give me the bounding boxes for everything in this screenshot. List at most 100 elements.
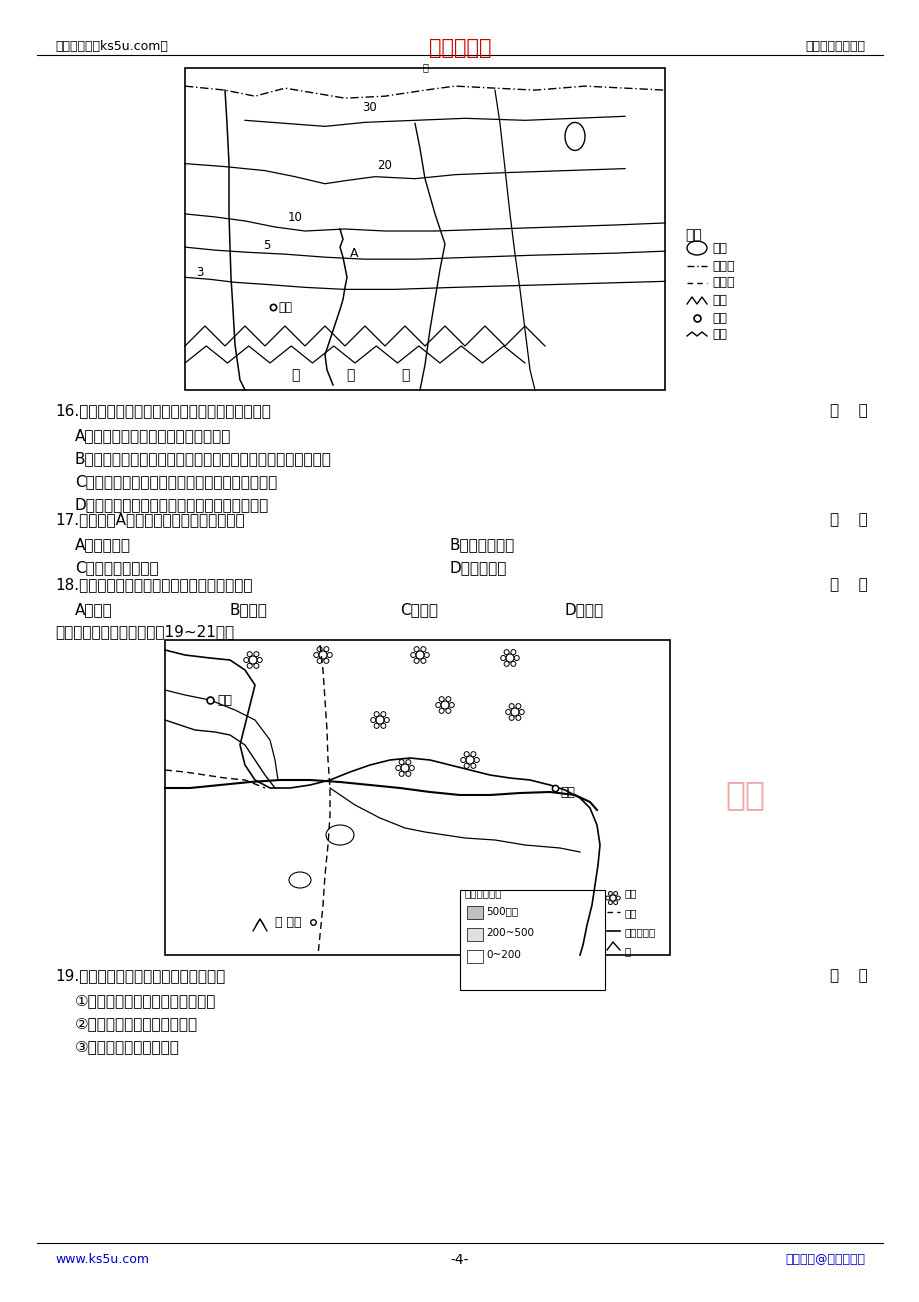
Circle shape <box>313 652 318 658</box>
Circle shape <box>399 759 403 764</box>
Circle shape <box>613 892 617 896</box>
Text: 高考资源网: 高考资源网 <box>428 38 491 59</box>
Text: 山脉: 山脉 <box>711 294 726 307</box>
Text: A．水源: A．水源 <box>75 602 113 617</box>
Text: 省界线: 省界线 <box>711 276 733 289</box>
Text: ③河网密度大，排灌方便: ③河网密度大，排灌方便 <box>75 1039 180 1055</box>
Circle shape <box>376 716 383 724</box>
Text: C．地形: C．地形 <box>400 602 437 617</box>
Bar <box>185 68 664 391</box>
Text: 500以上: 500以上 <box>485 906 517 917</box>
Circle shape <box>510 708 518 716</box>
Circle shape <box>323 647 328 652</box>
Circle shape <box>438 697 444 702</box>
Circle shape <box>463 763 469 768</box>
Circle shape <box>613 901 617 905</box>
Text: ①地处亚热带地区，太阳辐射较强: ①地处亚热带地区，太阳辐射较强 <box>75 993 216 1008</box>
Circle shape <box>505 710 510 715</box>
Text: （    ）: （ ） <box>829 404 867 418</box>
Circle shape <box>405 759 411 764</box>
Circle shape <box>384 717 389 723</box>
Circle shape <box>500 655 505 660</box>
Circle shape <box>254 651 258 656</box>
Circle shape <box>518 710 524 715</box>
Circle shape <box>257 658 262 663</box>
Text: 读我国某区域示意图，回答19~21题。: 读我国某区域示意图，回答19~21题。 <box>55 624 233 639</box>
Circle shape <box>380 724 385 728</box>
Text: C．受附近河流影响，河流水量自西南向东北减少: C．受附近河流影响，河流水量自西南向东北减少 <box>75 474 277 490</box>
Circle shape <box>446 708 450 713</box>
Circle shape <box>516 715 520 720</box>
Text: 5: 5 <box>263 240 270 253</box>
Circle shape <box>319 651 326 659</box>
Circle shape <box>370 717 375 723</box>
Circle shape <box>510 650 516 655</box>
Text: B．河流流量大: B．河流流量大 <box>449 536 515 552</box>
Text: 太湖: 太湖 <box>724 779 765 811</box>
Text: 酒泉: 酒泉 <box>278 301 291 314</box>
Text: （    ）: （ ） <box>829 577 867 592</box>
Text: -4-: -4- <box>450 1253 469 1267</box>
Bar <box>467 950 482 963</box>
Text: （    ）: （ ） <box>829 512 867 527</box>
Text: 30: 30 <box>362 102 377 115</box>
Circle shape <box>317 647 322 652</box>
Bar <box>467 906 482 919</box>
Circle shape <box>327 652 332 658</box>
Text: B．受地形影响，气流遇祁连山抬升，靠近祁连山的地区降水多: B．受地形影响，气流遇祁连山抬升，靠近祁连山的地区降水多 <box>75 450 332 466</box>
Circle shape <box>420 659 425 663</box>
Circle shape <box>505 654 514 661</box>
Text: 南京: 南京 <box>217 694 232 707</box>
Circle shape <box>415 651 424 659</box>
Text: B．热量: B．热量 <box>230 602 267 617</box>
Circle shape <box>317 659 322 663</box>
Text: 棉花: 棉花 <box>624 888 637 898</box>
Text: 您身边的高考专家: 您身边的高考专家 <box>804 40 864 53</box>
Text: 10: 10 <box>288 211 302 224</box>
Ellipse shape <box>564 122 584 151</box>
Bar <box>467 928 482 941</box>
Text: 200~500: 200~500 <box>485 928 533 937</box>
Ellipse shape <box>686 241 706 255</box>
Text: 18.影响祁连山地区农业发展的主导区位因素是: 18.影响祁连山地区农业发展的主导区位因素是 <box>55 577 252 592</box>
Circle shape <box>473 758 479 763</box>
Circle shape <box>254 663 258 668</box>
Ellipse shape <box>325 825 354 845</box>
Circle shape <box>395 766 401 771</box>
Text: 祁: 祁 <box>290 368 299 381</box>
Text: D．光照: D．光照 <box>564 602 604 617</box>
Circle shape <box>414 659 419 663</box>
Text: D．无结冰期: D．无结冰期 <box>449 560 506 575</box>
Text: 运河: 运河 <box>624 907 637 918</box>
Text: 3: 3 <box>196 267 203 280</box>
Text: 19.图示区域棉花种植有利的区位条件有: 19.图示区域棉花种植有利的区位条件有 <box>55 967 225 983</box>
Text: 国界线: 国界线 <box>711 259 733 272</box>
Text: 图例: 图例 <box>685 228 701 242</box>
Circle shape <box>460 758 465 763</box>
Circle shape <box>448 703 454 707</box>
Circle shape <box>380 712 385 716</box>
Circle shape <box>504 661 508 667</box>
Bar <box>460 891 605 990</box>
Circle shape <box>607 892 612 896</box>
Text: 图: 图 <box>422 62 427 72</box>
Circle shape <box>399 771 403 776</box>
Circle shape <box>436 703 440 707</box>
Circle shape <box>401 764 409 772</box>
Text: 版权所有@高考资源网: 版权所有@高考资源网 <box>784 1253 864 1266</box>
Text: 山: 山 <box>624 947 630 956</box>
Circle shape <box>471 763 475 768</box>
Text: 高度表（米）: 高度表（米） <box>464 888 502 898</box>
Text: 20: 20 <box>377 159 392 172</box>
Text: 甲 杭州: 甲 杭州 <box>275 915 301 928</box>
Circle shape <box>244 658 248 663</box>
Text: 河流: 河流 <box>711 328 726 341</box>
Circle shape <box>446 697 450 702</box>
Circle shape <box>516 703 520 708</box>
Circle shape <box>374 724 379 728</box>
Circle shape <box>424 652 429 658</box>
Circle shape <box>609 894 616 901</box>
Circle shape <box>605 896 609 900</box>
Text: www.ks5u.com: www.ks5u.com <box>55 1253 149 1266</box>
Circle shape <box>440 700 448 710</box>
